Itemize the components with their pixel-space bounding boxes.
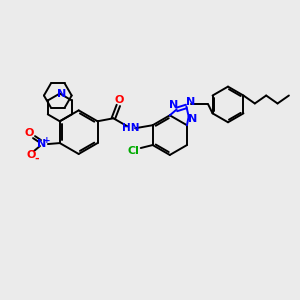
Text: N: N <box>37 139 46 149</box>
Text: Cl: Cl <box>128 146 140 156</box>
Text: N: N <box>186 98 195 107</box>
Text: O: O <box>24 128 34 138</box>
Text: +: + <box>43 136 51 145</box>
Text: O: O <box>115 95 124 106</box>
Text: N: N <box>57 88 66 98</box>
Text: N: N <box>169 100 178 110</box>
Text: N: N <box>188 114 197 124</box>
Text: -: - <box>35 154 39 164</box>
Text: O: O <box>26 150 36 160</box>
Text: HN: HN <box>122 123 140 133</box>
